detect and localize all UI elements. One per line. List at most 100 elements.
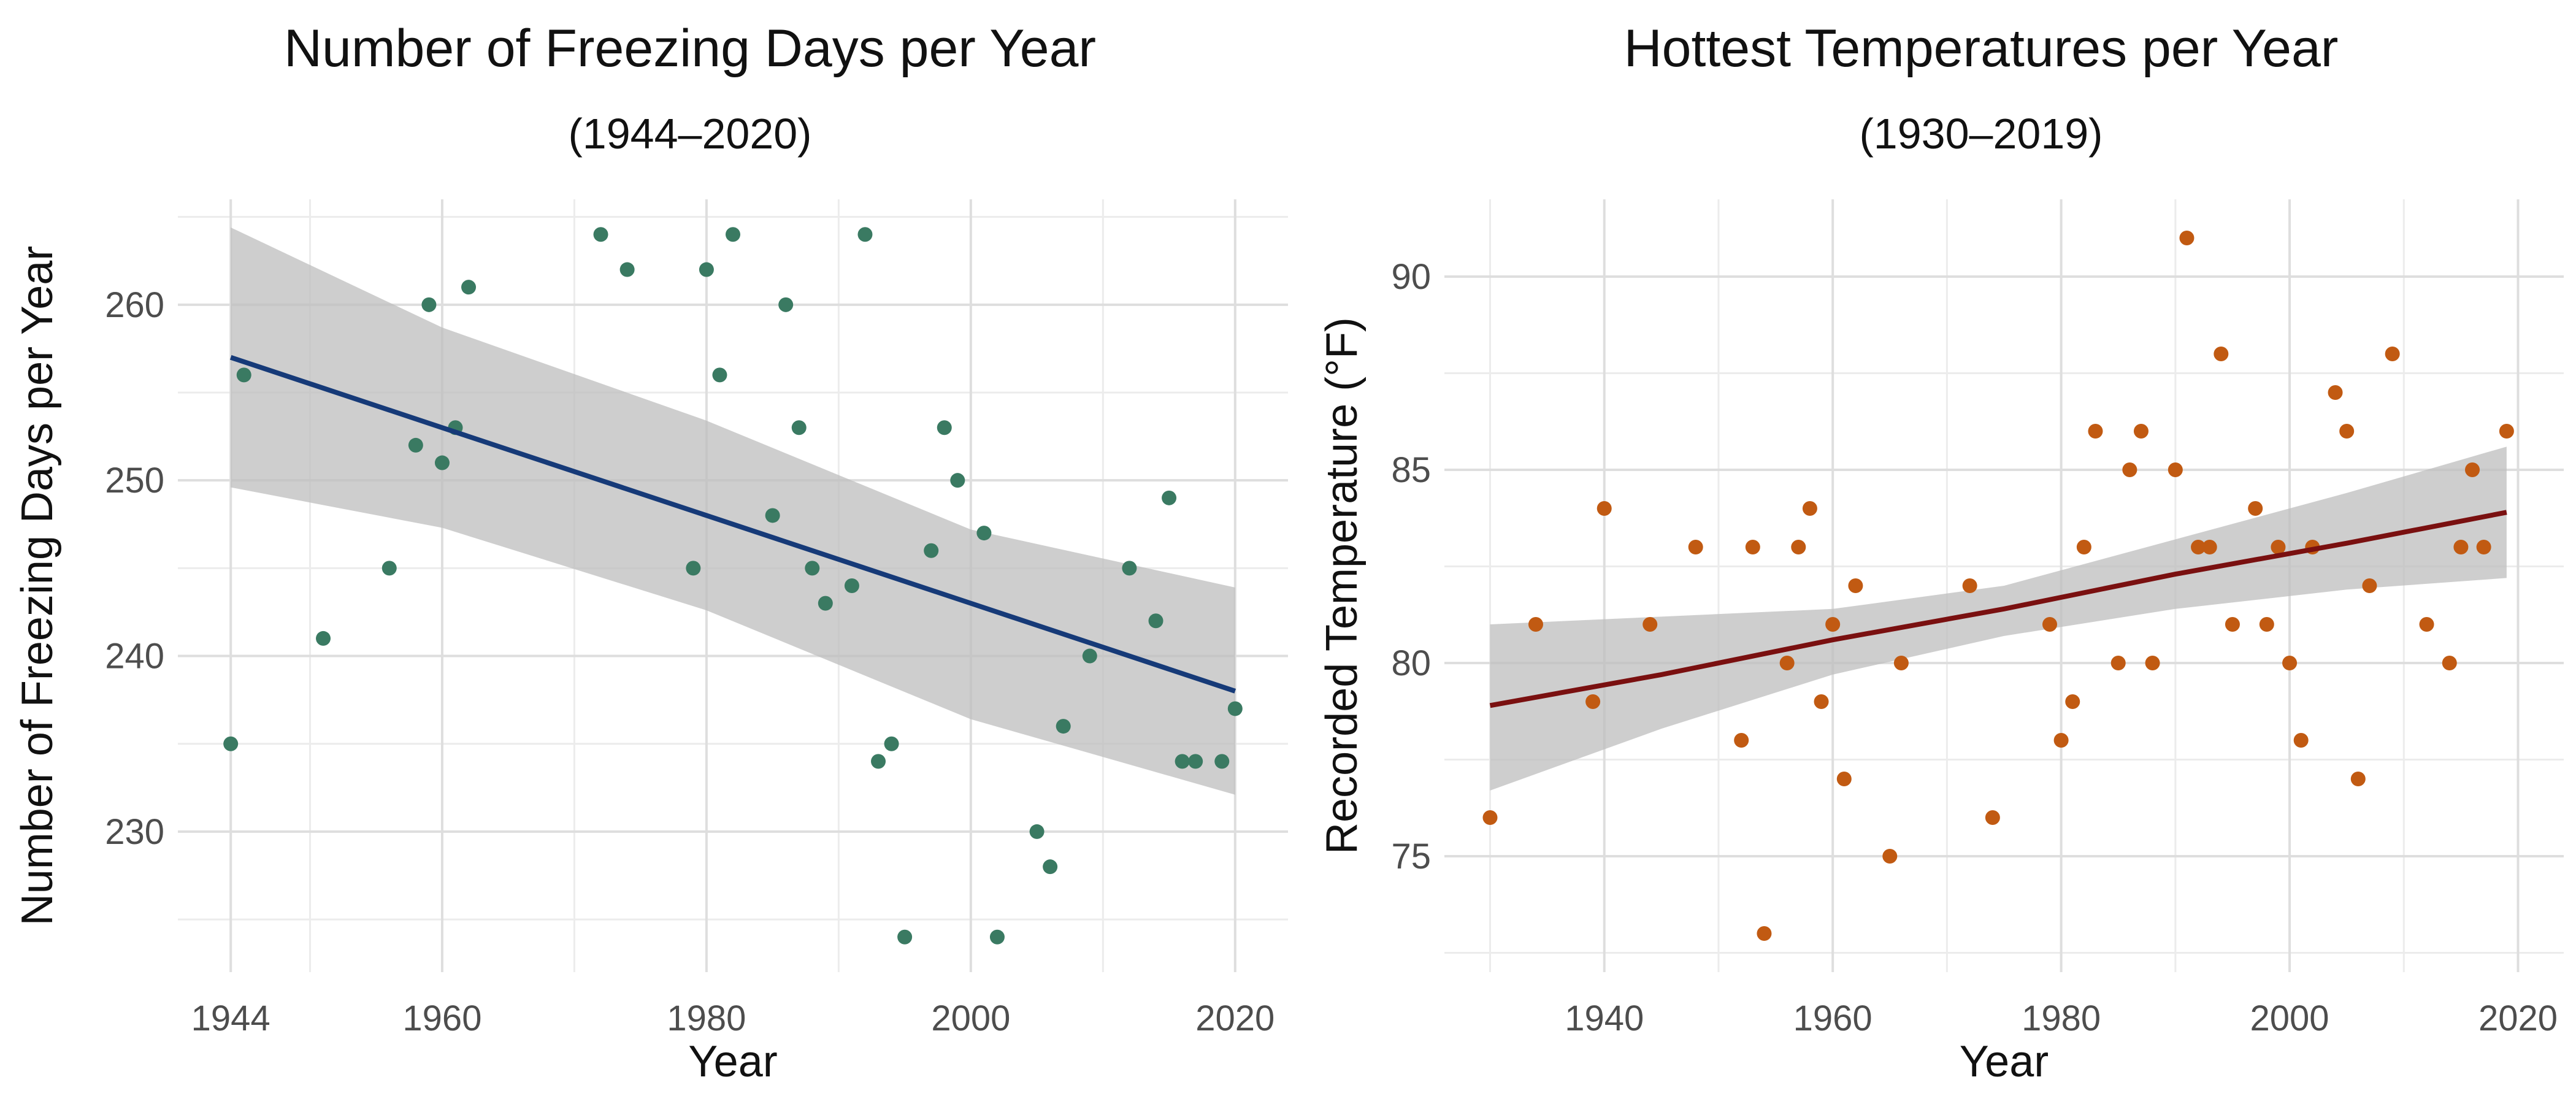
data-point bbox=[2202, 540, 2217, 554]
data-point bbox=[1814, 694, 1829, 709]
x-tick-label: 1944 bbox=[191, 999, 270, 1038]
data-point bbox=[857, 227, 873, 242]
data-point bbox=[1148, 613, 1163, 629]
data-point bbox=[316, 631, 331, 646]
data-point bbox=[1214, 754, 1230, 769]
data-point bbox=[2339, 424, 2355, 439]
data-point bbox=[2419, 617, 2434, 632]
data-point bbox=[950, 473, 965, 488]
data-point bbox=[421, 297, 437, 312]
data-point bbox=[1528, 617, 1543, 632]
data-point bbox=[1122, 561, 1137, 576]
data-point bbox=[2259, 617, 2274, 632]
data-point bbox=[1585, 694, 1601, 709]
y-tick-label: 90 bbox=[1391, 257, 1431, 297]
data-point bbox=[924, 543, 939, 558]
data-point bbox=[619, 262, 635, 277]
data-point bbox=[381, 561, 397, 576]
data-point bbox=[1734, 733, 1749, 748]
data-point bbox=[2385, 347, 2400, 361]
data-point bbox=[1745, 540, 1760, 554]
data-point bbox=[461, 280, 477, 295]
data-point bbox=[1985, 810, 2000, 825]
data-point bbox=[976, 526, 992, 541]
data-point bbox=[2465, 462, 2480, 477]
y-tick-label: 85 bbox=[1391, 450, 1431, 490]
data-point bbox=[1802, 501, 1817, 516]
data-point bbox=[2179, 231, 2195, 245]
data-point bbox=[2476, 540, 2491, 554]
data-point bbox=[765, 508, 780, 523]
data-point bbox=[408, 437, 423, 453]
y-tick-label: 240 bbox=[105, 637, 164, 677]
data-point bbox=[1056, 719, 1071, 734]
data-point bbox=[937, 420, 952, 435]
chart-title: Hottest Temperatures per Year bbox=[1623, 19, 2339, 78]
data-point bbox=[2453, 540, 2469, 554]
y-tick-label: 250 bbox=[105, 461, 164, 500]
confidence-band bbox=[1490, 447, 2507, 791]
data-point bbox=[1779, 656, 1795, 670]
data-point bbox=[2191, 540, 2206, 554]
chart-subtitle: (1944–2020) bbox=[568, 110, 812, 158]
data-point bbox=[1757, 926, 1772, 941]
data-point bbox=[884, 736, 899, 751]
freezing-days-plot: 1944 1960 1980 2000 2020 230 240 250 260 Year Numb… bbox=[13, 199, 1288, 1086]
trend-line bbox=[229, 355, 1236, 694]
chart-subtitle: (1930–2019) bbox=[1859, 110, 2103, 158]
data-point bbox=[712, 367, 727, 383]
data-point bbox=[778, 297, 794, 312]
data-point bbox=[2133, 424, 2149, 439]
confidence-band bbox=[231, 227, 1235, 795]
data-point bbox=[223, 736, 239, 751]
data-point bbox=[236, 367, 251, 383]
data-point bbox=[1643, 617, 1658, 632]
data-point bbox=[1882, 849, 1898, 864]
x-tick-label: 1960 bbox=[1793, 999, 1873, 1038]
data-point bbox=[2362, 578, 2377, 593]
y-tick-label: 230 bbox=[105, 812, 164, 852]
data-point bbox=[1848, 578, 1863, 593]
data-point bbox=[434, 455, 450, 470]
x-tick-label: 2020 bbox=[1195, 999, 1275, 1038]
data-point bbox=[1893, 656, 1909, 670]
data-point bbox=[1029, 824, 1045, 839]
data-point bbox=[2350, 772, 2366, 786]
x-axis-title: Year bbox=[688, 1037, 777, 1086]
data-point bbox=[593, 227, 608, 242]
y-axis-title: Recorded Temperature (°F) bbox=[1317, 317, 1367, 854]
data-point bbox=[2293, 733, 2309, 748]
y-tick-label: 75 bbox=[1391, 837, 1431, 876]
data-point bbox=[2122, 462, 2137, 477]
x-tick-label: 1940 bbox=[1565, 999, 1644, 1038]
hottest-temps-plot: 1940 1960 1980 2000 2020 75 80 85 90 Year Recorded… bbox=[1317, 199, 2564, 1086]
data-point bbox=[1791, 540, 1806, 554]
x-tick-label: 1980 bbox=[2022, 999, 2101, 1038]
x-tick-label: 2000 bbox=[2250, 999, 2329, 1038]
data-point bbox=[989, 929, 1005, 945]
data-point bbox=[2065, 694, 2080, 709]
hottest-temps-panel: Hottest Temperatures per Year (1930–2019… bbox=[1313, 0, 2576, 1104]
data-point bbox=[1836, 772, 1852, 786]
data-point bbox=[1188, 754, 1203, 769]
data-point bbox=[1482, 810, 1498, 825]
data-point bbox=[1962, 578, 1977, 593]
data-point bbox=[1227, 701, 1243, 716]
data-point bbox=[2110, 656, 2126, 670]
y-axis-title: Number of Freezing Days per Year bbox=[13, 246, 62, 926]
data-point bbox=[1175, 754, 1190, 769]
data-point bbox=[844, 578, 859, 593]
data-point bbox=[2168, 462, 2183, 477]
data-point bbox=[2282, 656, 2298, 670]
x-tick-label: 2020 bbox=[2478, 999, 2558, 1038]
data-point bbox=[1688, 540, 1703, 554]
data-point bbox=[2271, 540, 2286, 554]
freezing-days-panel: Number of Freezing Days per Year (1944–2… bbox=[13, 19, 1288, 1086]
data-point bbox=[699, 262, 714, 277]
x-tick-label: 1960 bbox=[402, 999, 481, 1038]
data-point bbox=[726, 227, 740, 242]
data-point bbox=[805, 561, 820, 576]
data-point bbox=[2053, 733, 2069, 748]
trend-line bbox=[1489, 510, 2507, 708]
x-tick-label: 2000 bbox=[931, 999, 1010, 1038]
